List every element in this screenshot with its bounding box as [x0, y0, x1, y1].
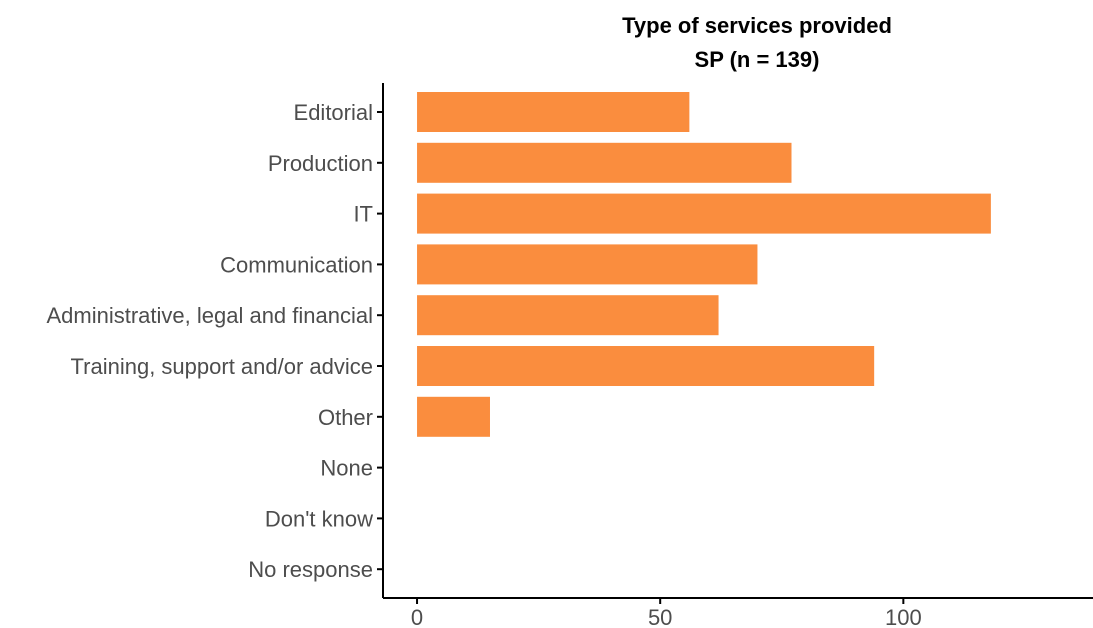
bar — [417, 396, 490, 437]
category-label: IT — [353, 202, 373, 227]
category-label: Don't know — [265, 506, 373, 531]
bar — [417, 295, 719, 336]
category-label: None — [320, 456, 373, 481]
category-label: Production — [268, 151, 373, 176]
category-label: Other — [318, 405, 373, 430]
bar — [417, 346, 875, 386]
category-label: Training, support and/or advice — [71, 354, 373, 379]
plot-area: Editorial Production IT Communication Admini… — [46, 83, 1093, 628]
x-tick-label: 0 — [411, 605, 423, 628]
bar — [417, 142, 792, 183]
category-label: Editorial — [294, 100, 373, 125]
chart-title: Type of services provided — [622, 13, 892, 38]
bar — [417, 193, 991, 234]
x-tick-label: 100 — [885, 605, 922, 628]
category-label: No response — [248, 557, 373, 582]
bar — [417, 92, 690, 132]
category-label: Communication — [220, 252, 373, 277]
category-label: Administrative, legal and financial — [46, 303, 373, 328]
bar — [417, 244, 758, 285]
x-tick-label: 50 — [648, 605, 672, 628]
chart-subtitle: SP (n = 139) — [695, 47, 820, 72]
